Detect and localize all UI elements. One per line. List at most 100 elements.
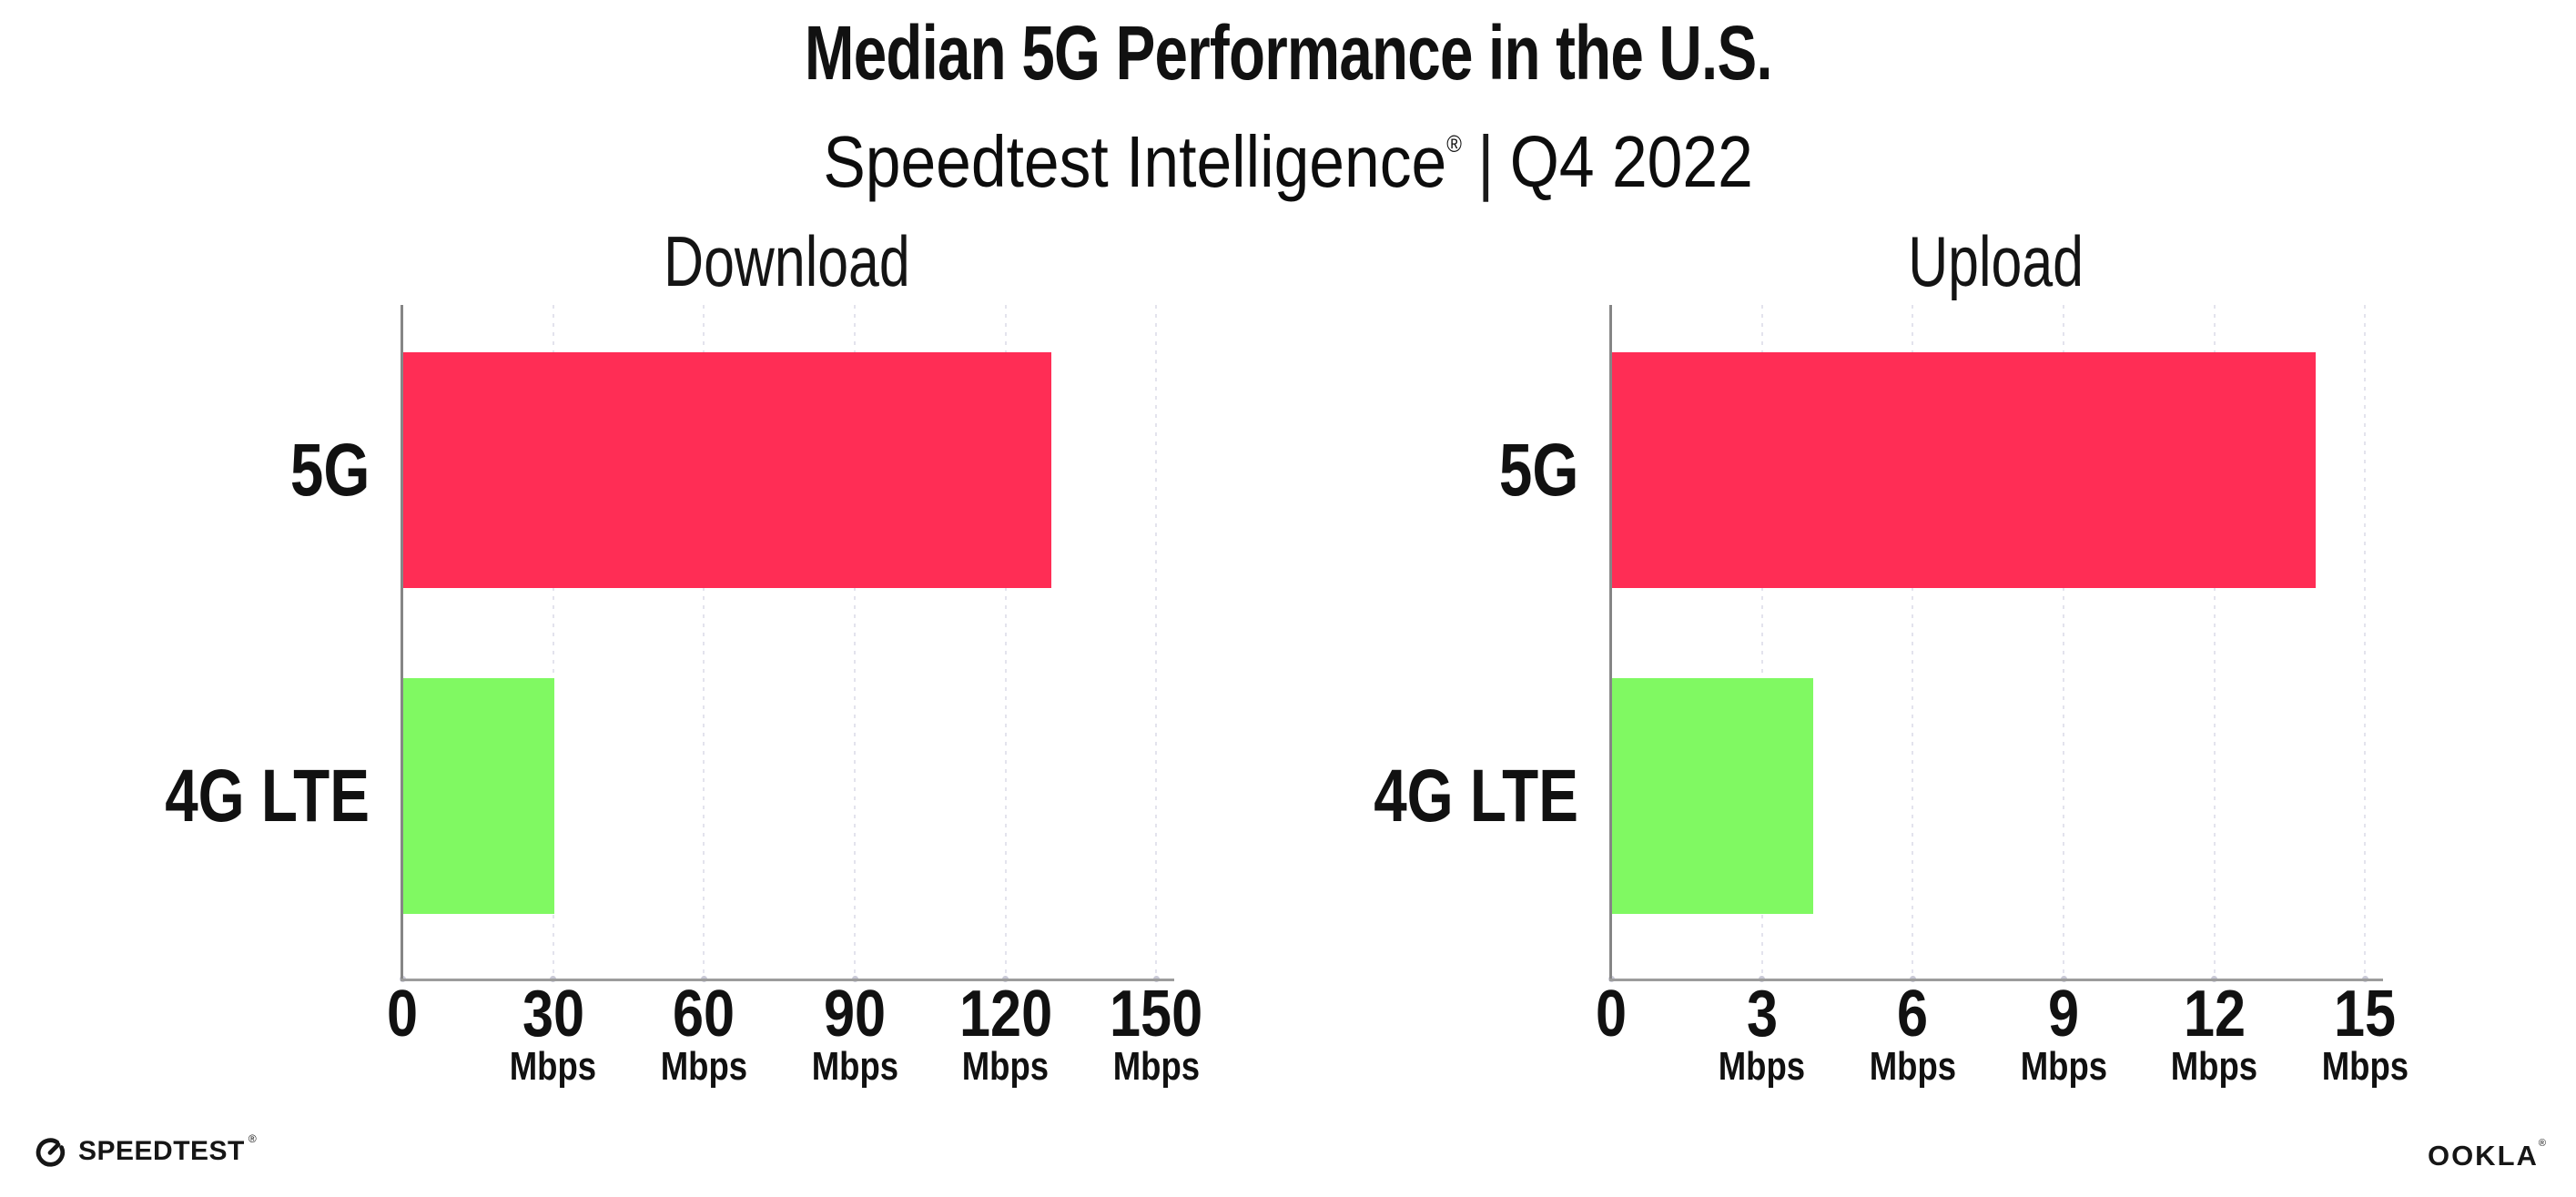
- x-tick-value-text: 60: [673, 978, 735, 1050]
- page-subtitle-text: Speedtest Intelligence® | Q4 2022: [823, 107, 1752, 198]
- plot-download: [399, 305, 1174, 982]
- x-tick-download-90: 90 Mbps: [764, 978, 946, 1087]
- bar-4g-lte-upload: [1612, 678, 1813, 914]
- x-tick-unit-text: Mbps: [2171, 1044, 2258, 1089]
- x-tick-unit-text: Mbps: [660, 1044, 748, 1089]
- y-label-5g-download: 5G: [0, 428, 370, 512]
- bar-5g-upload: [1612, 352, 2317, 588]
- x-tick-upload-3: 3 Mbps: [1671, 978, 1853, 1087]
- gridline-upload-6: [1912, 305, 1914, 979]
- speedtest-registered-mark: ®: [248, 1132, 257, 1145]
- x-tick-upload-9: 9 Mbps: [1973, 978, 2155, 1087]
- x-tick-value-text: 9: [2048, 978, 2080, 1050]
- x-tick-unit-text: Mbps: [1718, 1044, 1806, 1089]
- x-tick-value: 15: [2274, 978, 2456, 1050]
- x-tick-unit: Mbps: [2274, 1047, 2456, 1087]
- y-label-4g-lte-upload: 4G LTE: [1032, 758, 1578, 834]
- x-tick-upload-6: 6 Mbps: [1821, 978, 2003, 1087]
- chart-title-upload: Upload: [1611, 226, 2380, 297]
- subtitle-divider: |: [1477, 121, 1495, 202]
- chart-title-text: Download: [664, 221, 910, 301]
- y-label-4g-lte-download: 4G LTE: [0, 754, 370, 837]
- gridline-upload-12: [2213, 305, 2216, 979]
- x-tick-unit: Mbps: [764, 1047, 946, 1087]
- ookla-logo: OOKLA ®: [2427, 1138, 2546, 1172]
- x-tick-value-text: 150: [1110, 978, 1203, 1050]
- gridline-upload-15: [2364, 305, 2367, 979]
- x-tick-unit: Mbps: [1821, 1047, 2003, 1087]
- ookla-wordmark: OOKLA: [2427, 1140, 2539, 1172]
- x-tick-value-text: 120: [958, 978, 1052, 1050]
- x-tick-unit-text: Mbps: [509, 1044, 597, 1089]
- x-tick-unit: Mbps: [2124, 1047, 2306, 1087]
- plot-upload: [1607, 305, 2383, 982]
- x-tick-unit: Mbps: [915, 1047, 1097, 1087]
- x-tick-value: 0: [1520, 978, 1702, 1050]
- ookla-registered-mark: ®: [2538, 1138, 2546, 1149]
- x-tick-value-text: 15: [2334, 978, 2397, 1050]
- gridline-upload-3: [1760, 305, 1763, 979]
- speedtest-gauge-icon: [33, 1134, 67, 1169]
- x-tick-download-0: 0: [311, 978, 493, 1050]
- x-tick-value: 90: [764, 978, 946, 1050]
- x-tick-value-text: 0: [1595, 978, 1628, 1050]
- x-tick-download-120: 120 Mbps: [915, 978, 1097, 1087]
- page-title-text: Median 5G Performance in the U.S.: [804, 10, 1773, 96]
- x-tick-unit-text: Mbps: [2020, 1044, 2107, 1089]
- page-title: Median 5G Performance in the U.S.: [0, 15, 2576, 91]
- y-label-5g-upload: 5G: [1032, 428, 1578, 512]
- x-tick-value-text: 90: [824, 978, 887, 1050]
- gridline-download-30: [552, 305, 554, 979]
- x-tick-value: 6: [1821, 978, 2003, 1050]
- speedtest-logo: SPEEDTEST ®: [33, 1132, 257, 1169]
- x-tick-unit-text: Mbps: [1112, 1044, 1201, 1089]
- x-axis-line-download: [401, 979, 1174, 981]
- registered-trademark-mark: ®: [1446, 130, 1462, 157]
- gridline-upload-9: [2063, 305, 2065, 979]
- x-tick-value-text: 3: [1746, 978, 1778, 1050]
- page-subtitle: Speedtest Intelligence® | Q4 2022: [0, 107, 2576, 198]
- gridline-download-90: [854, 305, 857, 979]
- x-tick-value: 3: [1671, 978, 1853, 1050]
- x-tick-value: 30: [462, 978, 644, 1050]
- gridline-download-150: [1155, 305, 1158, 979]
- speedtest-wordmark: SPEEDTEST: [78, 1136, 245, 1166]
- bar-4g-lte-download: [403, 678, 554, 914]
- x-tick-unit: Mbps: [462, 1047, 644, 1087]
- x-tick-value-text: 6: [1897, 978, 1929, 1050]
- x-tick-upload-15: 15 Mbps: [2274, 978, 2456, 1087]
- x-tick-unit-text: Mbps: [811, 1044, 898, 1089]
- x-tick-upload-0: 0: [1520, 978, 1702, 1050]
- x-tick-value-text: 30: [522, 978, 584, 1050]
- x-tick-unit-text: Mbps: [1869, 1044, 1957, 1089]
- y-label-text: 5G: [1498, 428, 1578, 512]
- chart-title-download: Download: [402, 226, 1171, 297]
- x-tick-upload-12: 12 Mbps: [2124, 978, 2306, 1087]
- x-tick-unit: Mbps: [613, 1047, 795, 1087]
- x-tick-unit: Mbps: [1973, 1047, 2155, 1087]
- bar-5g-download: [403, 352, 1052, 588]
- chart-title-text: Upload: [1908, 221, 2084, 301]
- x-tick-value: 150: [1065, 978, 1247, 1050]
- gridline-download-60: [703, 305, 705, 979]
- x-tick-unit-text: Mbps: [2321, 1044, 2409, 1089]
- x-tick-value-text: 12: [2183, 978, 2246, 1050]
- x-tick-value: 60: [613, 978, 795, 1050]
- gridline-download-120: [1004, 305, 1007, 979]
- x-tick-unit-text: Mbps: [962, 1044, 1050, 1089]
- y-label-text: 4G LTE: [165, 754, 370, 837]
- x-axis-line-upload: [1609, 979, 2383, 981]
- subtitle-period: Q4 2022: [1509, 121, 1753, 202]
- x-tick-value-text: 0: [386, 978, 419, 1050]
- y-axis-spine-upload: [1609, 305, 1612, 980]
- x-tick-value: 120: [915, 978, 1097, 1050]
- x-tick-unit: Mbps: [1065, 1047, 1247, 1087]
- x-tick-value: 0: [311, 978, 493, 1050]
- x-tick-download-60: 60 Mbps: [613, 978, 795, 1087]
- x-tick-unit: Mbps: [1671, 1047, 1853, 1087]
- x-tick-value: 12: [2124, 978, 2306, 1050]
- x-tick-download-30: 30 Mbps: [462, 978, 644, 1087]
- y-label-text: 5G: [289, 428, 370, 512]
- y-axis-spine-download: [401, 305, 403, 980]
